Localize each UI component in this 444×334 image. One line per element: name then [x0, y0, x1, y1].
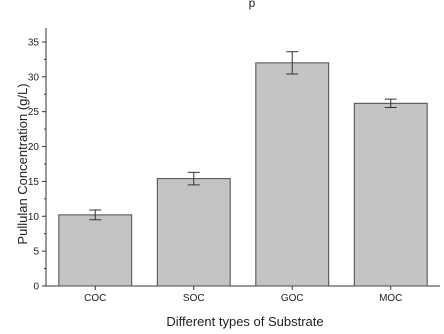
- bar-soc: [156, 178, 231, 287]
- y-tick-label: 35: [28, 37, 40, 48]
- y-tick-label: 5: [33, 247, 39, 258]
- y-tick-label: 0: [33, 282, 39, 293]
- title-fragment: p: [249, 0, 256, 10]
- x-axis-title: Different types of Substrate: [166, 314, 323, 329]
- y-axis: 0 5 10 15 20 25 30 35: [28, 37, 46, 293]
- x-tick-label: MOC: [379, 293, 402, 304]
- y-tick-label: 10: [28, 212, 40, 223]
- bar-goc: [255, 62, 330, 287]
- error-bars-group: [89, 51, 397, 221]
- bars-group: [58, 62, 428, 287]
- y-tick-label: 25: [28, 107, 40, 118]
- x-tick-label: GOC: [281, 293, 304, 304]
- y-tick-label: 20: [28, 142, 40, 153]
- x-tick-label: COC: [84, 293, 106, 304]
- bar-coc: [58, 214, 133, 287]
- x-axis: COC SOC GOC MOC: [84, 286, 402, 304]
- x-tick-label: SOC: [183, 293, 205, 304]
- y-axis-title: Pullulan Concentration (g/L): [15, 83, 30, 244]
- y-tick-label: 30: [28, 72, 40, 83]
- bar-moc: [353, 102, 428, 287]
- y-tick-label: 15: [28, 177, 40, 188]
